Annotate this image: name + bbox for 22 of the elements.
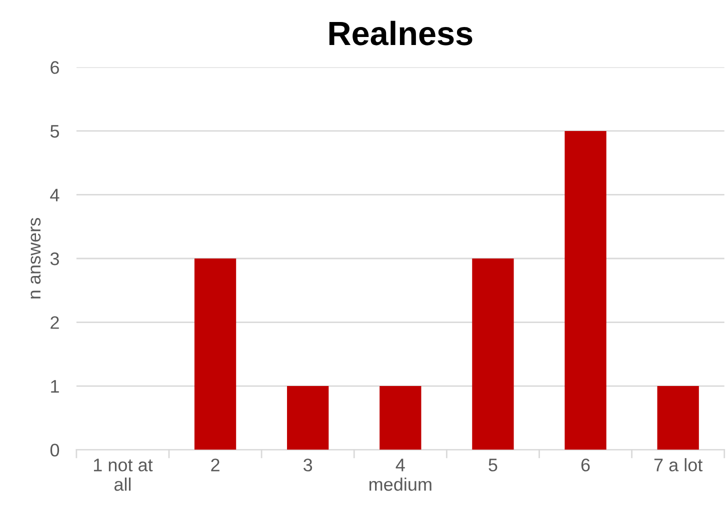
bar xyxy=(287,386,329,450)
bar xyxy=(194,258,236,450)
x-tick-label: 7 a lot xyxy=(654,458,703,472)
chart-title: Realness xyxy=(329,20,472,46)
x-tick-label: 4 medium xyxy=(369,458,432,491)
y-tick-label: 6 xyxy=(50,61,59,74)
y-tick-label: 3 xyxy=(50,252,59,266)
x-tick-label: 3 xyxy=(304,458,312,472)
y-tick-label: 5 xyxy=(50,125,60,138)
y-axis-title: n answers xyxy=(30,218,41,298)
y-tick-label: 0 xyxy=(50,444,60,457)
bar xyxy=(380,386,422,450)
x-tick-label: 1 not at all xyxy=(94,458,153,491)
x-tick-label: 2 xyxy=(211,458,220,472)
y-tick-label: 2 xyxy=(50,316,59,329)
y-tick-label: 4 xyxy=(50,188,60,202)
bar xyxy=(564,130,606,450)
y-tick-label: 1 xyxy=(51,380,59,393)
bar xyxy=(657,386,699,450)
x-tick-label: 5 xyxy=(488,458,498,472)
x-tick-label: 6 xyxy=(581,458,590,472)
bar xyxy=(472,258,514,450)
